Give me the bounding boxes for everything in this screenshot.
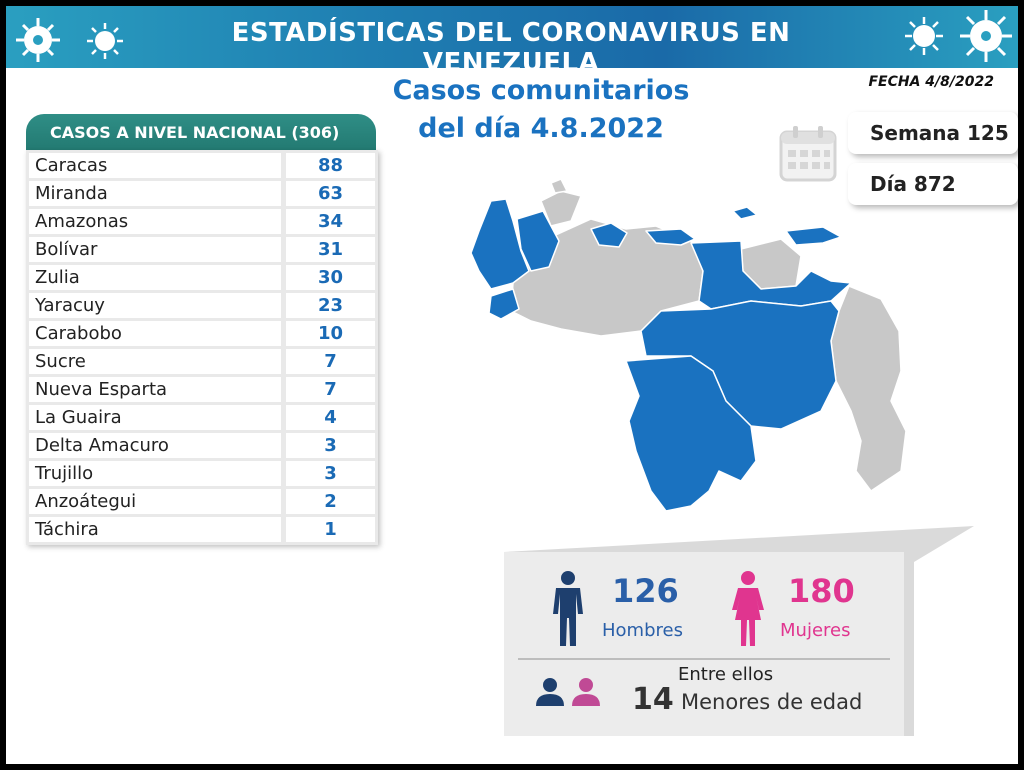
map-region — [590, 222, 628, 248]
state-cases: 1 — [286, 517, 375, 542]
map-region — [470, 198, 530, 290]
state-cases: 2 — [286, 489, 375, 514]
state-name: Yaracuy — [29, 293, 281, 318]
women-label: Mujeres — [780, 620, 851, 641]
state-name: Trujillo — [29, 461, 281, 486]
state-cases: 4 — [286, 405, 375, 430]
stats-divider — [518, 658, 890, 660]
state-name: Anzoátegui — [29, 489, 281, 514]
map-region — [690, 240, 852, 310]
state-name: Sucre — [29, 349, 281, 374]
state-name: Táchira — [29, 517, 281, 542]
state-name: Miranda — [29, 181, 281, 206]
women-count: 180 — [788, 572, 855, 610]
state-name: Carabobo — [29, 321, 281, 346]
map-region — [785, 226, 842, 246]
virus-icon — [960, 10, 1012, 62]
calendar-icon — [779, 126, 837, 182]
table-row: Nueva Esparta 7 — [29, 377, 375, 402]
state-cases: 30 — [286, 265, 375, 290]
virus-icon — [87, 23, 123, 59]
title-banner: ESTADÍSTICAS DEL CORONAVIRUS EN VENEZUEL… — [6, 6, 1018, 78]
table-row: Amazonas 34 — [29, 209, 375, 234]
state-cases: 10 — [286, 321, 375, 346]
table-row: Táchira 1 — [29, 517, 375, 542]
day-badge: Día 872 — [848, 163, 1018, 205]
boy-icon — [536, 678, 564, 706]
state-cases: 31 — [286, 237, 375, 262]
state-name: Caracas — [29, 153, 281, 178]
table-row: Zulia 30 — [29, 265, 375, 290]
headline-line2: del día 4.8.2022 — [418, 113, 664, 144]
map-region — [732, 206, 758, 220]
state-cases: 63 — [286, 181, 375, 206]
virus-icon — [905, 17, 943, 55]
virus-icon — [16, 18, 60, 62]
cases-table-header: CASOS A NIVEL NACIONAL (306) — [26, 114, 376, 150]
state-cases: 3 — [286, 461, 375, 486]
state-name: Zulia — [29, 265, 281, 290]
man-icon — [553, 571, 583, 646]
entre-ellos-label: Entre ellos — [678, 664, 774, 685]
table-row: Caracas 88 — [29, 153, 375, 178]
state-cases: 88 — [286, 153, 375, 178]
headline: Casos comunitarios del día 4.8.2022 — [386, 72, 696, 148]
cases-table: Caracas 88 Miranda 63 Amazonas 34 Bolívar 31 Zul… — [26, 150, 378, 545]
state-name: Amazonas — [29, 209, 281, 234]
state-cases: 34 — [286, 209, 375, 234]
minors-label: Menores de edad — [681, 690, 863, 714]
map-region — [488, 288, 520, 320]
minors-count: 14 — [632, 682, 674, 717]
state-name: Delta Amacuro — [29, 433, 281, 458]
table-row: Bolívar 31 — [29, 237, 375, 262]
girl-icon — [572, 678, 600, 706]
state-cases: 7 — [286, 349, 375, 374]
table-row: La Guaira 4 — [29, 405, 375, 430]
map-region — [645, 228, 696, 246]
venezuela-map — [470, 178, 907, 512]
map-region — [550, 178, 568, 194]
infographic: ESTADÍSTICAS DEL CORONAVIRUS EN VENEZUEL… — [6, 6, 1018, 764]
table-row: Sucre 7 — [29, 349, 375, 374]
date-label: FECHA 4/8/2022 — [868, 74, 994, 90]
map-region — [830, 285, 907, 492]
map-region — [516, 210, 560, 272]
table-row: Miranda 63 — [29, 181, 375, 206]
state-name: La Guaira — [29, 405, 281, 430]
banner-title: ESTADÍSTICAS DEL CORONAVIRUS EN VENEZUEL… — [231, 18, 791, 78]
men-label: Hombres — [602, 620, 683, 641]
week-badge: Semana 125 — [848, 112, 1018, 154]
woman-icon — [732, 571, 764, 646]
men-count: 126 — [612, 572, 679, 610]
state-name: Bolívar — [29, 237, 281, 262]
table-row: Anzoátegui 2 — [29, 489, 375, 514]
state-cases: 3 — [286, 433, 375, 458]
table-row: Carabobo 10 — [29, 321, 375, 346]
state-cases: 23 — [286, 293, 375, 318]
state-name: Nueva Esparta — [29, 377, 281, 402]
headline-line1: Casos comunitarios — [392, 75, 690, 106]
map-region — [640, 300, 840, 430]
map-region — [625, 355, 757, 512]
table-row: Yaracuy 23 — [29, 293, 375, 318]
state-cases: 7 — [286, 377, 375, 402]
table-row: Delta Amacuro 3 — [29, 433, 375, 458]
table-row: Trujillo 3 — [29, 461, 375, 486]
